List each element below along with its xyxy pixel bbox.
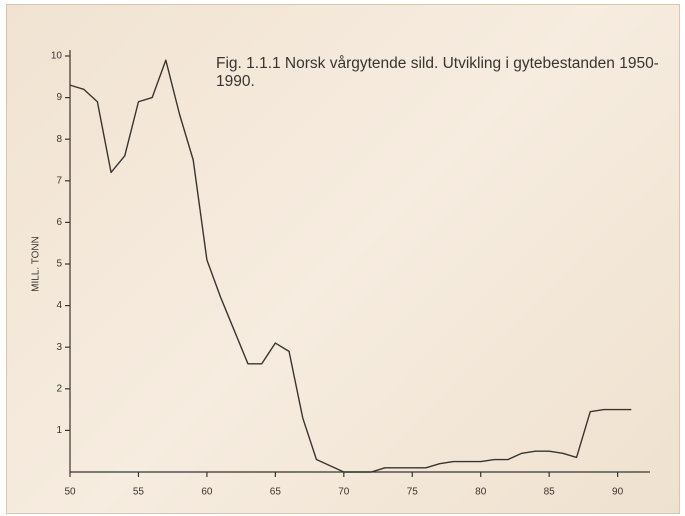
y-tick-label: 10: [51, 51, 63, 62]
x-tick-label: 60: [201, 487, 213, 498]
x-tick-label: 65: [270, 487, 282, 498]
y-tick-label: 8: [56, 134, 62, 145]
x-tick-label: 70: [338, 487, 350, 498]
chart-title: Fig. 1.1.1 Norsk vårgytende sild. Utvikl…: [216, 55, 659, 90]
paper: [6, 4, 680, 514]
data-line: [69, 59, 632, 473]
y-tick-label: 6: [56, 217, 62, 228]
y-tick-label: 5: [56, 259, 62, 270]
y-tick-label: 4: [56, 300, 62, 311]
y-tick-label: 1: [56, 425, 62, 436]
y-tick-label: 2: [56, 383, 62, 394]
y-tick-label: 7: [56, 175, 62, 186]
x-tick-label: 75: [407, 487, 419, 498]
x-tick-label: 50: [64, 487, 76, 498]
x-tick-label: 85: [544, 487, 556, 498]
x-tick-label: 90: [612, 487, 624, 498]
y-axis-label: MILL. TONN: [31, 236, 42, 292]
x-tick-label: 80: [475, 487, 487, 498]
y-tick-label: 9: [56, 92, 62, 103]
y-tick-label: 3: [56, 342, 62, 353]
x-tick-label: 55: [133, 487, 145, 498]
